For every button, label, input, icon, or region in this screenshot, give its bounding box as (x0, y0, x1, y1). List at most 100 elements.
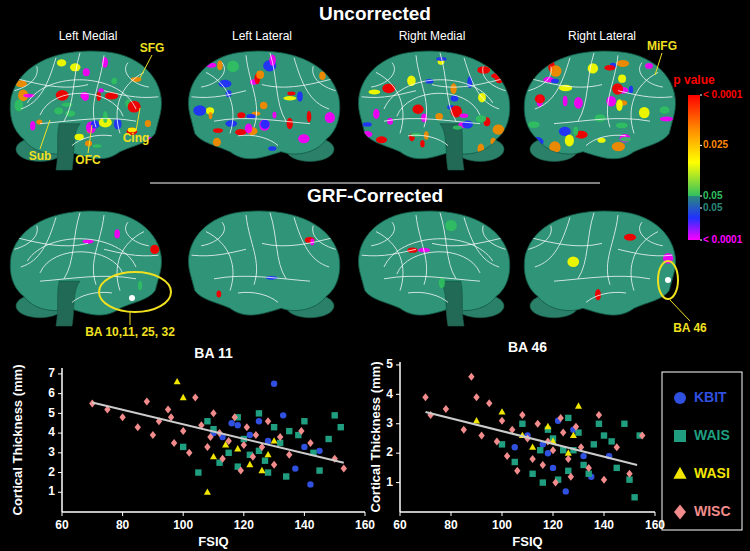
point (473, 393, 479, 401)
point (626, 470, 632, 478)
annotation: Sub (29, 149, 52, 163)
point (614, 443, 620, 451)
point (601, 432, 607, 438)
brainstem (440, 281, 464, 326)
sulcus (397, 252, 480, 274)
sulcus (483, 66, 506, 90)
sulcus (384, 239, 493, 267)
x-tick (604, 512, 605, 516)
x-tick (400, 512, 401, 516)
point (271, 461, 277, 469)
activation-blob (574, 97, 583, 109)
point (207, 433, 213, 441)
point (540, 461, 546, 469)
point (241, 441, 247, 449)
y-axis-label: Cortical Thickness (mm) (368, 362, 383, 513)
point (468, 373, 474, 381)
point (277, 433, 283, 441)
y-tick-label: 4 (48, 425, 55, 439)
y-tick-label: 1 (386, 475, 393, 489)
colorbar-label: 0.05 (703, 190, 723, 201)
activation-blob (612, 142, 625, 151)
trend-line (426, 412, 638, 465)
activation-blob (256, 71, 264, 79)
cortex (10, 51, 161, 159)
x-tick-label: 60 (393, 518, 407, 532)
activation-blob (30, 121, 35, 131)
x-tick-label: 100 (173, 518, 193, 532)
peak-marker (665, 277, 671, 283)
sulcus (362, 91, 416, 98)
y-tick-label: 5 (48, 406, 55, 420)
sulcus (27, 239, 136, 267)
activation-blob (612, 83, 623, 94)
sulcus (313, 66, 336, 90)
x-tick-label: 160 (355, 518, 375, 532)
sulcus (117, 72, 144, 133)
point (286, 428, 292, 434)
sulcus (376, 232, 403, 291)
brain (188, 211, 339, 318)
activation-blob (362, 57, 370, 64)
sulcus (586, 135, 626, 145)
sulcus (246, 215, 257, 285)
annotation-leader (40, 120, 50, 149)
sulcus (40, 119, 136, 124)
sulcus (214, 276, 310, 281)
sulcus (201, 63, 224, 87)
point (165, 405, 171, 413)
activation-blob (368, 90, 380, 95)
activation-blob (563, 96, 568, 106)
colorbar-tick (700, 208, 702, 209)
activation-blob (477, 66, 490, 74)
x-tick-label: 80 (444, 518, 458, 532)
activation-blob (551, 79, 559, 84)
point (563, 488, 569, 494)
activation-blob (235, 129, 246, 135)
activation-blob (193, 105, 206, 115)
point (119, 413, 125, 421)
point (512, 444, 518, 450)
annotation: SFG (140, 41, 165, 55)
x-tick (553, 512, 554, 516)
sulcus (640, 63, 663, 87)
point (204, 488, 211, 494)
activation-blob (85, 140, 92, 146)
region-highlight (99, 272, 171, 312)
sulcus (93, 215, 104, 285)
activation-blob (111, 78, 117, 84)
activation-blob (191, 142, 204, 151)
activation-blob (268, 146, 276, 151)
point (601, 476, 607, 484)
point (486, 399, 492, 407)
legend-label: WAIS (694, 427, 730, 443)
colorbar-label: 0.05 (703, 202, 723, 213)
point (478, 432, 484, 440)
point (271, 424, 277, 430)
sulcus (640, 222, 663, 246)
point (258, 467, 265, 473)
activation-blob (588, 63, 598, 73)
point (192, 394, 198, 402)
point (338, 424, 344, 430)
view-label: Left Lateral (232, 29, 292, 43)
sulcus (313, 226, 336, 250)
point (186, 449, 192, 457)
activation-blob (624, 234, 636, 241)
activation-blob (387, 118, 393, 125)
point (265, 451, 272, 457)
point (621, 421, 627, 427)
sulcus (238, 135, 278, 145)
point (234, 445, 241, 451)
point (286, 451, 292, 459)
legend-box (662, 372, 742, 530)
cortex-details (14, 213, 159, 303)
point (292, 465, 298, 471)
colorbar-tick (700, 145, 702, 146)
activation-blob (629, 86, 633, 94)
activation-blob (573, 127, 578, 136)
point (262, 458, 268, 464)
cortex-details (528, 53, 673, 153)
point (228, 420, 234, 426)
sulcus (371, 63, 394, 87)
